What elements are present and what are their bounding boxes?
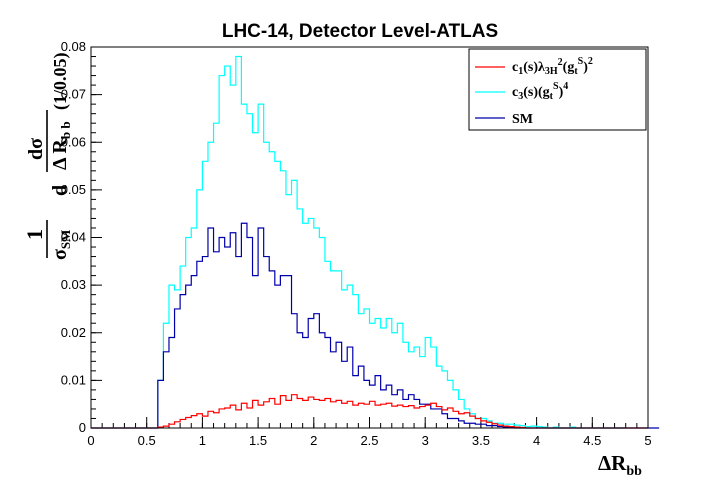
legend-item-sm: SM bbox=[475, 112, 533, 127]
series-2-histogram bbox=[91, 55, 626, 429]
x-tick-label: 3 bbox=[422, 433, 429, 448]
y-label-unit: (1/0.05) bbox=[50, 53, 71, 111]
y-tick-label: 0.07 bbox=[61, 87, 86, 102]
x-tick-label: 2.5 bbox=[360, 433, 378, 448]
x-tick-label: 4.5 bbox=[583, 433, 601, 448]
y-axis-label: 1 σSM d dσ Δ Rb b (1/0.05) bbox=[22, 53, 73, 261]
y-tick-label: 0.03 bbox=[61, 277, 86, 292]
y-label-one: 1 bbox=[22, 229, 47, 240]
plot-frame bbox=[90, 46, 649, 429]
x-tick-label: 4 bbox=[533, 433, 540, 448]
x-tick-label: 1.5 bbox=[249, 433, 267, 448]
legend-label-sm: SM bbox=[512, 112, 533, 127]
y-tick-label: 0.04 bbox=[61, 230, 86, 245]
y-tick-label: 0.08 bbox=[61, 39, 86, 54]
axis-ticks: 0 0.5 1 1.5 2 2.5 3 3.5 4 4.5 5 0 0.01 0.02 0.03 0.04 0.… bbox=[61, 39, 652, 448]
y-tick-label: 0.05 bbox=[61, 182, 86, 197]
y-tick-label: 0.01 bbox=[61, 372, 86, 387]
y-label-d: d bbox=[49, 185, 71, 196]
legend-label-c1: c1(s)λ3H2(gtS)2 bbox=[512, 56, 593, 77]
x-tick-label: 3.5 bbox=[472, 433, 490, 448]
x-tick-label: 2 bbox=[310, 433, 317, 448]
x-tick-label: 5 bbox=[644, 433, 651, 448]
chart-title: LHC-14, Detector Level-ATLAS bbox=[222, 21, 498, 42]
y-tick-label: 0.06 bbox=[61, 134, 86, 149]
series-1-histogram bbox=[91, 394, 648, 429]
y-tick-label: 0.02 bbox=[61, 325, 86, 340]
legend: c1(s)λ3H2(gtS)2 c3(s)(gtS)4 SM bbox=[468, 48, 647, 131]
legend-item-c1: c1(s)λ3H2(gtS)2 bbox=[475, 56, 593, 77]
y-label-dsigma: dσ bbox=[25, 138, 47, 160]
x-tick-label: 0.5 bbox=[138, 433, 156, 448]
legend-box bbox=[468, 48, 647, 131]
y-tick-label: 0 bbox=[79, 420, 86, 435]
x-tick-label: 1 bbox=[199, 433, 206, 448]
x-tick-label: 0 bbox=[87, 433, 94, 448]
